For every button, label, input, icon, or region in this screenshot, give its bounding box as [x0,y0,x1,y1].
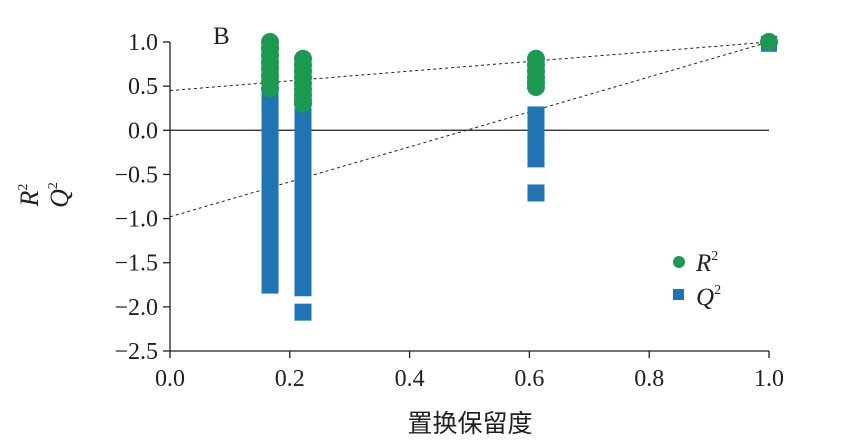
axes: 1.00.50.0−0.5−1.0−1.5−2.0−2.50.0 0.2 0.4 0.… [114,30,784,392]
svg-text:Q2: Q2 [45,182,74,208]
y-tick-label: −0.5 [114,162,158,188]
regression-line-r2 [169,41,770,92]
legend: R2 Q2 [673,249,721,311]
r2-point [293,94,312,113]
q2-band [294,108,312,297]
q2-point [527,184,545,202]
y-axis-title: R2 Q2 [15,182,74,208]
y-title-r: R [15,190,44,207]
x-tick-label: 1.0 [754,366,784,392]
x-axis-title: 置换保留度 [407,410,532,438]
panel-label: B [213,23,230,50]
r2-point [261,79,280,98]
x-tick-label: 0.2 [275,366,305,392]
x-tick-label: 0.0 [155,366,185,392]
y-tick-label: −1.0 [114,207,158,233]
legend-r2-label: R2 [695,249,718,277]
r2-point [526,78,545,97]
legend-q2-label: Q2 [696,283,721,311]
y-tick-label: 0.0 [128,118,158,144]
r2-series [261,33,778,113]
y-tick-label: 0.5 [128,74,158,100]
y-title-q-sup: 2 [46,182,61,189]
q2-band [261,42,279,294]
regression-lines [169,41,770,218]
svg-text:R2: R2 [15,184,44,208]
q2-point [294,303,312,321]
y-tick-label: −2.0 [114,295,158,321]
x-tick-label: 0.4 [395,366,425,392]
r2-point [760,33,778,51]
y-tick-label: −2.5 [114,339,158,365]
x-tick-label: 0.8 [634,366,664,392]
y-tick-label: −1.5 [114,251,158,277]
legend-r2-marker [673,256,685,268]
q2-series [261,35,777,321]
y-title-q: Q [45,189,74,208]
q2-band [527,106,545,168]
legend-q2-marker [673,289,684,300]
x-tick-label: 0.6 [514,366,544,392]
regression-line-q2 [169,41,770,218]
y-title-r-sup: 2 [16,184,31,191]
y-tick-label: 1.0 [128,30,158,56]
